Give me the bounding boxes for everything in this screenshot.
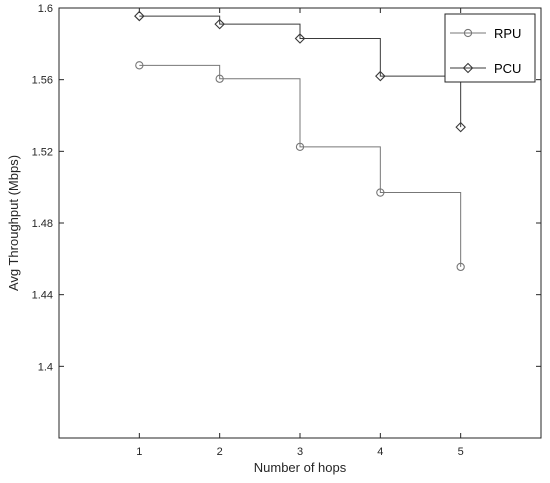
x-tick-label: 3: [297, 446, 303, 458]
legend: RPU PCU: [444, 13, 536, 83]
x-axis-ticks: 1 2 3 4 5: [136, 8, 464, 458]
y-tick-label: 1.52: [32, 146, 53, 158]
data-point-rpu: [376, 188, 385, 197]
legend-marker-pcu: [462, 62, 474, 74]
series-group: [134, 10, 466, 272]
y-axis-ticks: 1.4 1.44 1.48 1.52 1.56 1.6: [32, 3, 541, 373]
legend-marker-rpu: [463, 28, 473, 38]
x-axis-label: Number of hops: [254, 460, 347, 475]
y-tick-label: 1.6: [38, 3, 53, 15]
x-tick-label: 4: [377, 446, 383, 458]
data-point-pcu: [214, 18, 225, 30]
series-rpu: [135, 61, 465, 272]
data-point-pcu: [455, 121, 466, 133]
data-point-pcu: [134, 10, 145, 22]
data-point-pcu: [375, 70, 386, 82]
legend-label-pcu: PCU: [494, 61, 521, 76]
x-tick-label: 5: [458, 446, 464, 458]
data-point-rpu: [215, 74, 224, 83]
y-tick-label: 1.44: [32, 290, 53, 302]
series-line-rpu: [139, 64, 462, 267]
data-point-rpu: [456, 262, 465, 272]
legend-label-rpu: RPU: [494, 26, 521, 41]
data-point-rpu: [295, 142, 305, 152]
y-axis-label: Avg Throughput (Mbps): [6, 155, 21, 291]
x-tick-label: 2: [217, 446, 223, 458]
series-line-pcu: [139, 15, 462, 128]
series-pcu: [134, 10, 466, 133]
y-tick-label: 1.48: [32, 218, 53, 230]
x-tick-label: 1: [136, 446, 142, 458]
data-point-pcu: [294, 33, 306, 44]
legend-box: [444, 13, 536, 83]
data-point-rpu: [135, 61, 144, 70]
y-tick-label: 1.56: [32, 75, 53, 87]
y-tick-label: 1.4: [38, 361, 53, 373]
